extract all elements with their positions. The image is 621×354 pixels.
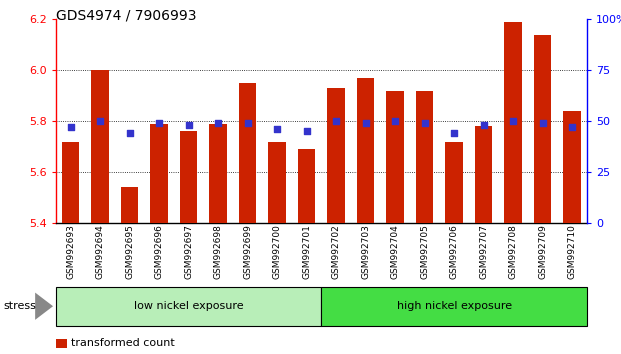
Point xyxy=(449,131,459,136)
Point xyxy=(390,118,400,124)
Text: low nickel exposure: low nickel exposure xyxy=(134,301,243,311)
Point xyxy=(302,129,312,134)
Bar xyxy=(91,70,109,223)
Bar xyxy=(209,124,227,223)
Point xyxy=(95,118,105,124)
Text: GDS4974 / 7906993: GDS4974 / 7906993 xyxy=(56,9,196,23)
Point xyxy=(154,120,164,126)
Bar xyxy=(563,111,581,223)
Bar xyxy=(150,124,168,223)
Bar xyxy=(327,88,345,223)
Point xyxy=(125,131,135,136)
Point xyxy=(243,120,253,126)
Bar xyxy=(180,131,197,223)
Point xyxy=(567,125,577,130)
Point xyxy=(272,126,282,132)
Point xyxy=(184,122,194,128)
Bar xyxy=(474,126,492,223)
Bar xyxy=(298,149,315,223)
Bar xyxy=(504,22,522,223)
Text: stress: stress xyxy=(3,301,36,311)
Point xyxy=(331,118,341,124)
Bar xyxy=(415,91,433,223)
Point xyxy=(479,122,489,128)
Text: high nickel exposure: high nickel exposure xyxy=(397,301,512,311)
Bar xyxy=(356,78,374,223)
Bar xyxy=(62,142,79,223)
Bar xyxy=(268,142,286,223)
Bar xyxy=(238,83,256,223)
Point xyxy=(213,120,223,126)
Point xyxy=(420,120,430,126)
Point xyxy=(508,118,518,124)
Bar xyxy=(445,142,463,223)
Bar xyxy=(120,187,138,223)
Text: transformed count: transformed count xyxy=(71,338,175,348)
Point xyxy=(361,120,371,126)
Bar xyxy=(386,91,404,223)
Polygon shape xyxy=(35,292,53,320)
Point xyxy=(66,125,76,130)
Bar xyxy=(533,35,551,223)
Point xyxy=(538,120,548,126)
